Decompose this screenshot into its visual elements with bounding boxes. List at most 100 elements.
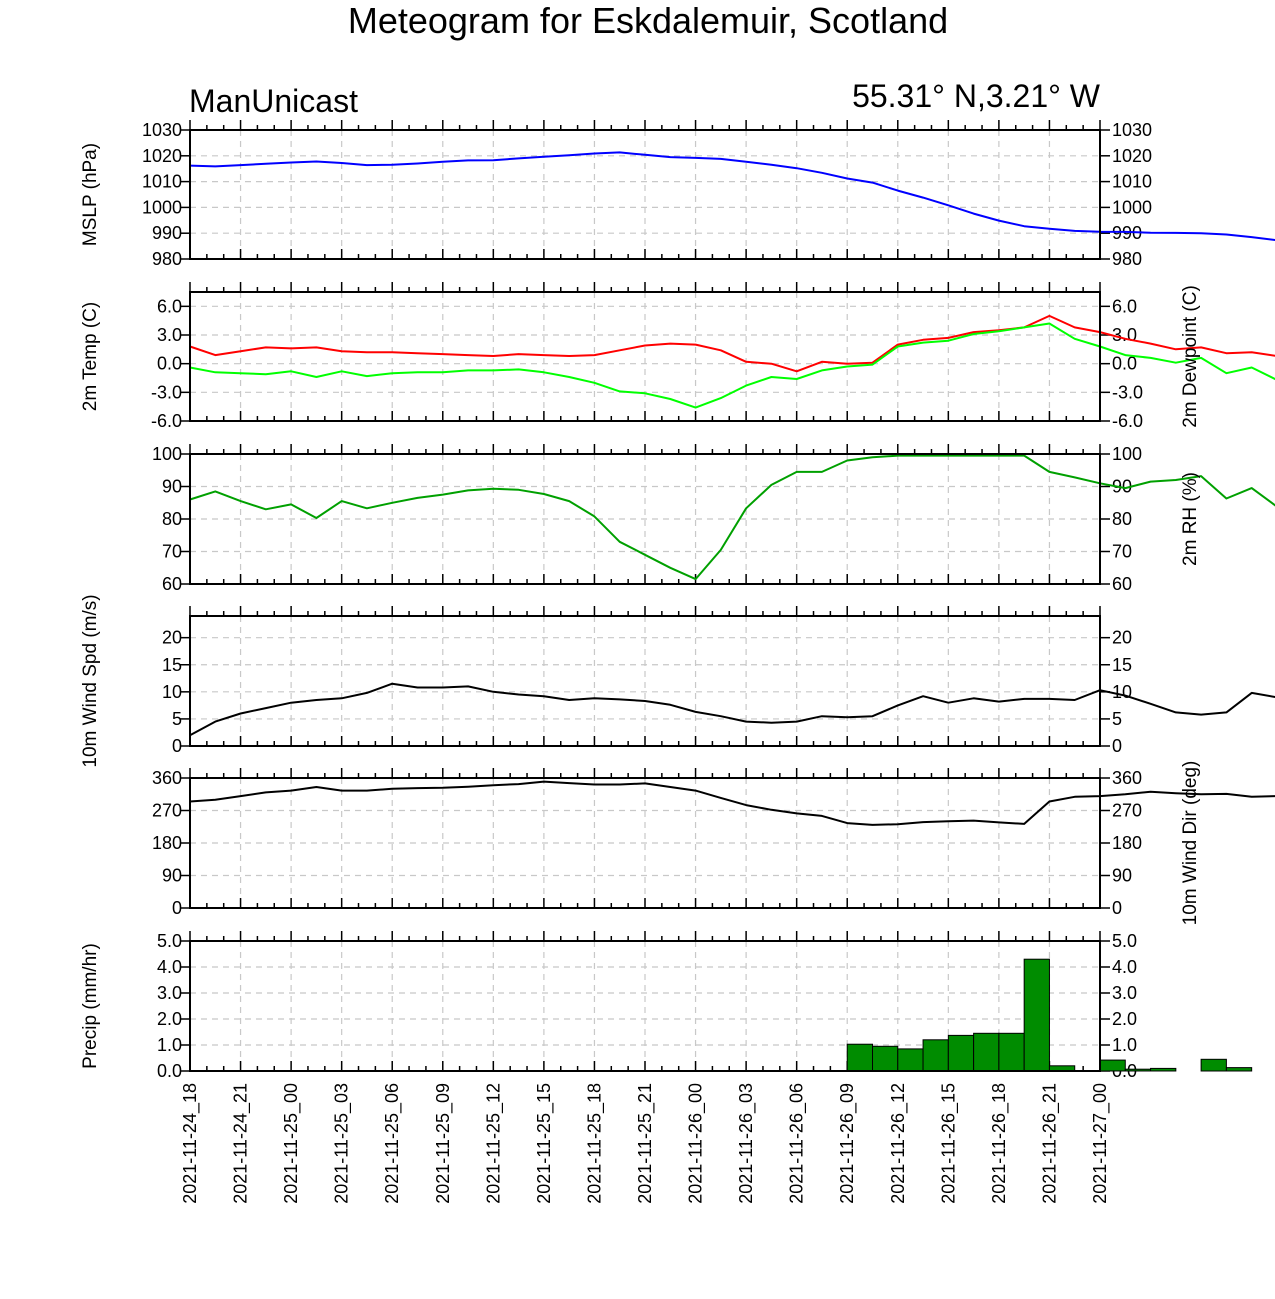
y-axis-label-right: 2m RH (%): [1180, 472, 1201, 566]
y-tick-label-left: 1030: [142, 120, 182, 140]
y-tick-label-right: 0: [1112, 736, 1122, 756]
x-tick-label: 2021-11-25_12: [483, 1083, 504, 1204]
chart-title: Meteogram for Eskdalemuir, Scotland: [348, 0, 948, 41]
y-tick-label-left: 90: [162, 477, 182, 497]
y-tick-label-left: 1020: [142, 146, 182, 166]
panel-frame: [189, 615, 1101, 747]
y-tick-label-left: 5.0: [157, 931, 182, 951]
y-tick-label-left: 1000: [142, 197, 182, 217]
precip-bar: [947, 1034, 975, 1072]
panel-frame: [189, 777, 1101, 909]
y-tick-label-left: 100: [152, 444, 182, 464]
y-tick-label-left: 3.0: [157, 983, 182, 1003]
precip-bar: [1023, 958, 1050, 1072]
y-tick-label-right: 100: [1112, 444, 1142, 464]
y-tick-label-right: 10: [1112, 682, 1132, 702]
y-tick-label-left: 90: [162, 866, 182, 886]
precip-bar: [1200, 1058, 1227, 1072]
y-tick-label-right: 0: [1112, 898, 1122, 918]
x-tick-label: 2021-11-25_09: [433, 1083, 454, 1204]
y-tick-label-right: 1020: [1112, 146, 1152, 166]
x-tick-label: 2021-11-25_03: [332, 1083, 353, 1204]
y-tick-label-right: 180: [1112, 833, 1142, 853]
y-tick-label-left: 6.0: [157, 296, 182, 316]
y-tick-label-left: 0.0: [157, 354, 182, 374]
y-tick-label-left: 360: [152, 768, 182, 788]
x-tick-label: 2021-11-26_18: [989, 1083, 1010, 1204]
y-tick-label-left: 0: [172, 736, 182, 756]
x-tick-label: 2021-11-25_18: [584, 1083, 605, 1204]
panel-temp: -6.0 -6.0 -3.0 -3.0 0.0 0.0 3.0 3.0 6.0 6.0 2m Tem…: [80, 282, 1275, 431]
series-line-mslp: [189, 151, 1275, 241]
y-tick-label-left: 15: [162, 655, 182, 675]
x-tick-label: 2021-11-25_06: [382, 1083, 403, 1204]
x-tick-label: 2021-11-27_00: [1090, 1083, 1111, 1204]
y-tick-label-right: 1.0: [1112, 1035, 1137, 1055]
y-tick-label-left: 980: [152, 249, 182, 269]
precip-bar: [1099, 1059, 1126, 1072]
y-tick-label-right: 90: [1112, 866, 1132, 886]
precip-bar: [922, 1039, 949, 1072]
y-tick-label-right: 80: [1112, 509, 1132, 529]
y-tick-label-right: 6.0: [1112, 296, 1137, 316]
precip-bar: [897, 1048, 924, 1072]
panel-mslp: 980 980 990 990 1000 1000 1010 1010 1020 1020 1030…: [80, 120, 1275, 269]
y-tick-label-left: -6.0: [151, 411, 182, 431]
series-line-rh: [189, 454, 1275, 581]
panel-frame: [189, 940, 1101, 1072]
x-tick-label: 2021-11-26_09: [837, 1083, 858, 1204]
y-axis-label-right: 10m Wind Dir (deg): [1180, 761, 1201, 926]
x-tick-label: 2021-11-25_21: [635, 1083, 656, 1204]
y-tick-label-right: 1000: [1112, 197, 1152, 217]
y-tick-label-left: 20: [162, 628, 182, 648]
location-label: 55.31° N,3.21° W: [852, 78, 1101, 114]
series-line-wind: [189, 780, 1275, 826]
y-tick-label-left: 80: [162, 509, 182, 529]
precip-bar: [1225, 1067, 1253, 1072]
y-tick-label-right: 3.0: [1112, 325, 1137, 345]
y-tick-label-right: 5: [1112, 709, 1122, 729]
y-tick-label-right: 1030: [1112, 120, 1152, 140]
y-tick-label-left: 4.0: [157, 957, 182, 977]
y-tick-label-right: 4.0: [1112, 957, 1137, 977]
time-axis: 2021-11-24_18 2021-11-24_21 2021-11-25_00 2…: [180, 1083, 1111, 1204]
y-tick-label-left: 0: [172, 898, 182, 918]
y-tick-label-left: 0.0: [157, 1061, 182, 1081]
y-tick-label-left: 180: [152, 833, 182, 853]
y-tick-label-right: 360: [1112, 768, 1142, 788]
y-tick-label-left: 270: [152, 801, 182, 821]
y-tick-label-right: 60: [1112, 574, 1132, 594]
panel-frame: [189, 453, 1101, 585]
panel-precip: 0.00.01.01.02.02.03.03.04.04.05.05.0Prec…: [80, 931, 1253, 1081]
x-tick-label: 2021-11-26_21: [1039, 1083, 1060, 1204]
y-tick-label-right: 70: [1112, 542, 1132, 562]
panel-wind_dir: 0 0 90 90 180 180 270 270 360 360 10m Wind Dir (de…: [152, 761, 1275, 926]
precip-bar: [973, 1032, 1000, 1072]
y-tick-label-right: 1010: [1112, 172, 1152, 192]
y-tick-label-right: 15: [1112, 655, 1132, 675]
y-axis-label-left: Precip (mm/hr): [80, 943, 101, 1069]
y-axis-label-left: MSLP (hPa): [80, 143, 101, 246]
y-tick-label-left: 10: [162, 682, 182, 702]
y-axis-label-right: 2m Dewpoint (C): [1180, 285, 1201, 428]
model-label: ManUnicast: [189, 83, 358, 119]
x-tick-label: 2021-11-25_00: [281, 1083, 302, 1204]
y-tick-label-left: -3.0: [151, 382, 182, 402]
y-tick-label-left: 1.0: [157, 1035, 182, 1055]
x-tick-label: 2021-11-26_03: [736, 1083, 757, 1204]
precip-bar: [1124, 1068, 1152, 1072]
y-tick-label-right: 980: [1112, 249, 1142, 269]
y-tick-label-right: 3.0: [1112, 983, 1137, 1003]
series-line-dewpoint: [189, 322, 1275, 409]
y-tick-label-left: 1010: [142, 172, 182, 192]
y-tick-label-right: 270: [1112, 801, 1142, 821]
series-line-temp: [189, 314, 1275, 373]
y-tick-label-right: 0.0: [1112, 354, 1137, 374]
series-line-wind: [189, 682, 1275, 737]
x-tick-label: 2021-11-26_12: [888, 1083, 909, 1204]
y-tick-label-left: 3.0: [157, 325, 182, 345]
y-axis-label-left: 10m Wind Spd (m/s): [80, 594, 101, 767]
y-tick-label-right: 20: [1112, 628, 1132, 648]
y-tick-label-right: 990: [1112, 223, 1142, 243]
